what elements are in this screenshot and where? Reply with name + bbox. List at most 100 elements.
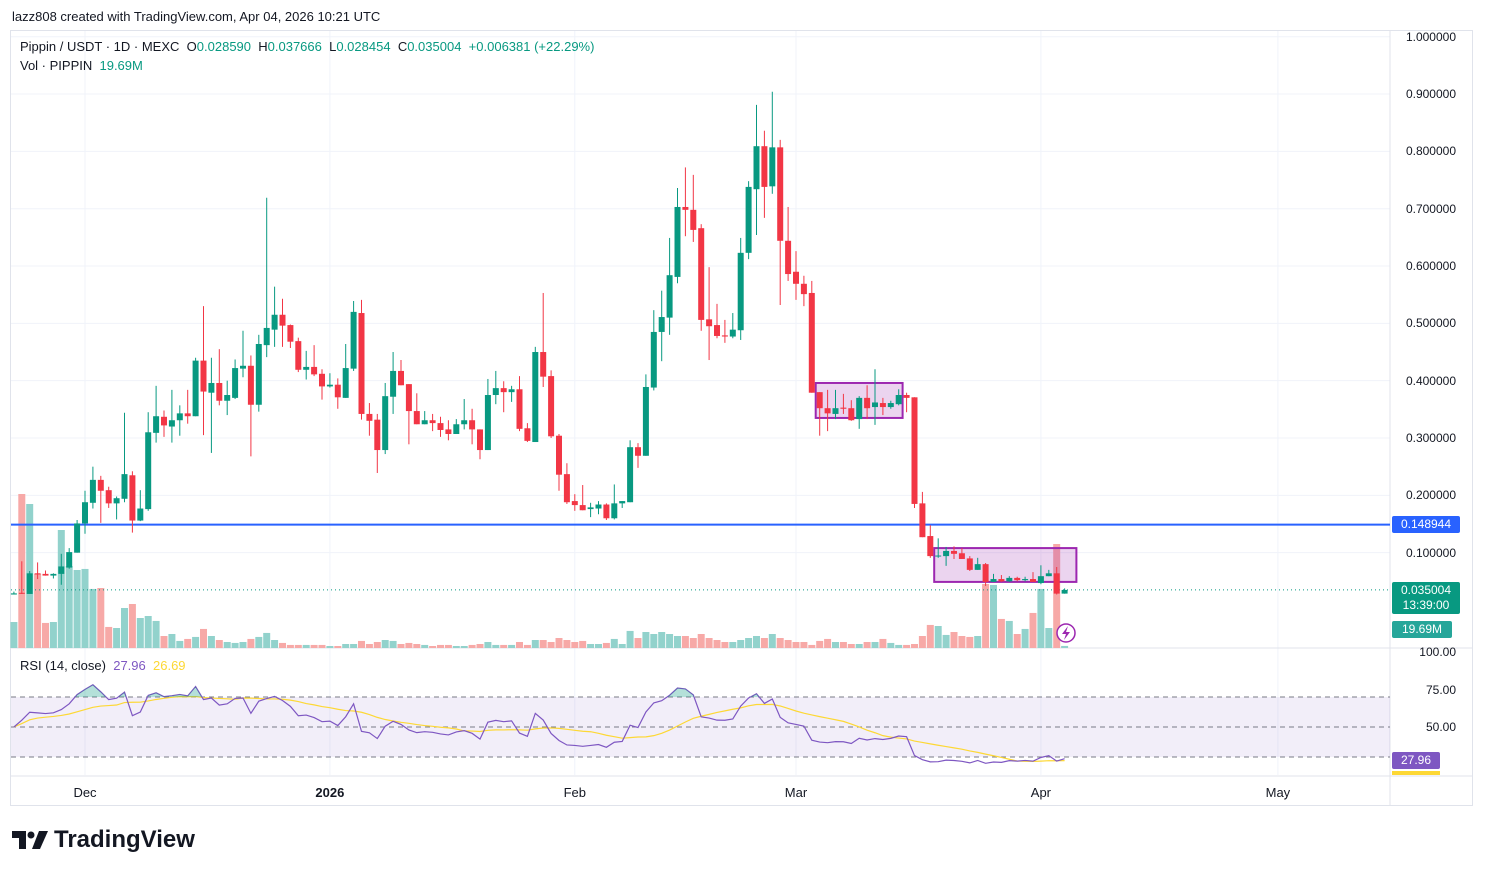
volume-bar <box>1021 628 1029 648</box>
candle-body <box>66 552 73 568</box>
candle-body <box>429 420 436 424</box>
volume-bar <box>808 644 816 648</box>
close-label: C <box>397 39 408 54</box>
candle-body <box>943 550 950 557</box>
rsi-line <box>13 684 1065 764</box>
volume-bar <box>895 644 903 648</box>
volume-badge: 19.69M <box>1392 621 1452 638</box>
candle-body <box>208 382 215 393</box>
volume-bar <box>223 642 231 648</box>
candle-body <box>413 411 420 425</box>
close-value: 0.035004 <box>407 39 462 54</box>
candle-body <box>295 341 302 370</box>
volume-bar <box>745 638 753 648</box>
candle-body <box>958 553 965 559</box>
candle-body <box>1053 573 1060 594</box>
volume-bar <box>263 632 271 648</box>
candle-body <box>18 592 25 594</box>
candle-body <box>145 432 152 510</box>
volume-bar <box>879 638 887 648</box>
candle-body <box>271 314 278 330</box>
volume-bar <box>926 624 934 648</box>
candle-body <box>42 573 49 576</box>
price-axis-label: 0.500000 <box>1405 316 1456 331</box>
volume-bar <box>547 642 555 648</box>
volume-bar <box>1029 612 1037 648</box>
candle-body <box>951 550 957 554</box>
volume-bar <box>595 644 602 648</box>
volume-bar <box>160 636 168 648</box>
volume-bar <box>776 638 784 648</box>
candle-body <box>674 206 681 277</box>
candle-body <box>516 389 523 429</box>
tradingview-logo-icon <box>12 831 48 849</box>
volume-bar <box>800 642 808 648</box>
volume-bar <box>207 636 215 648</box>
volume-bar <box>255 636 263 648</box>
candle-body <box>895 395 902 405</box>
volume-bar <box>65 566 73 648</box>
candle-body <box>919 503 926 538</box>
candle-body <box>650 331 657 388</box>
candle-body <box>445 429 452 434</box>
candle-body <box>856 397 863 420</box>
candle-body <box>484 395 491 451</box>
candle-body <box>627 447 634 503</box>
hline-price-badge: 0.148944 <box>1392 516 1460 533</box>
rsi-ma-value: 26.69 <box>153 658 186 673</box>
volume-bar <box>729 642 737 648</box>
candle-body <box>690 209 697 230</box>
rsi-ma-badge <box>1392 771 1440 775</box>
chart-frame <box>10 30 1473 806</box>
candle-body <box>405 384 412 412</box>
volume-legend[interactable]: Vol · PIPPIN 19.69M <box>20 58 143 73</box>
rectangle-drawing <box>933 547 1078 583</box>
volume-bar <box>990 584 997 648</box>
symbol-legend[interactable]: Pippin / USDT · 1D · MEXC O0.028590 H0.0… <box>20 39 594 54</box>
lightning-icon[interactable] <box>1056 623 1076 643</box>
candle-body <box>990 579 997 582</box>
candle-body <box>303 366 310 370</box>
volume-bar <box>705 638 713 648</box>
candle-body <box>777 147 784 241</box>
candle-body <box>398 370 404 386</box>
candle-body <box>698 228 705 320</box>
candle-body <box>587 507 594 510</box>
volume-bar <box>350 644 358 648</box>
price-axis-label: 0.300000 <box>1405 431 1456 445</box>
volume-bar <box>365 644 373 648</box>
volume-bar <box>437 644 444 648</box>
high-value: 0.037666 <box>267 39 322 54</box>
volume-bar <box>192 636 200 648</box>
volume-bar <box>105 626 113 648</box>
candle-body <box>824 408 831 414</box>
candle-body <box>887 403 894 408</box>
volume-bar <box>279 642 286 648</box>
volume-bar <box>500 644 508 648</box>
volume-bars <box>10 494 1069 648</box>
candle-body <box>769 147 776 187</box>
candle-body <box>737 252 744 331</box>
candle-body <box>635 447 641 456</box>
volume-bar <box>713 640 721 648</box>
price-axis-label: 0.600000 <box>1405 259 1456 274</box>
volume-bar <box>1013 634 1021 648</box>
price-axis-label: 0.400000 <box>1405 373 1456 388</box>
candle-body <box>935 555 942 557</box>
volume-bar <box>950 632 958 648</box>
candle-body <box>848 408 855 421</box>
rsi-legend[interactable]: RSI (14, close) 27.96 26.69 <box>20 658 186 673</box>
candle-body <box>816 392 823 409</box>
candle-body <box>1014 577 1021 581</box>
candle-body <box>161 416 167 426</box>
volume-bar <box>674 636 681 648</box>
volume-bar <box>318 644 326 648</box>
volume-bar <box>358 640 365 648</box>
volume-bar <box>666 634 674 648</box>
candle-body <box>34 573 41 575</box>
tradingview-logo: TradingView <box>12 826 195 854</box>
volume-bar <box>373 642 381 648</box>
candle-body <box>879 403 886 408</box>
volume-bar <box>113 628 121 648</box>
